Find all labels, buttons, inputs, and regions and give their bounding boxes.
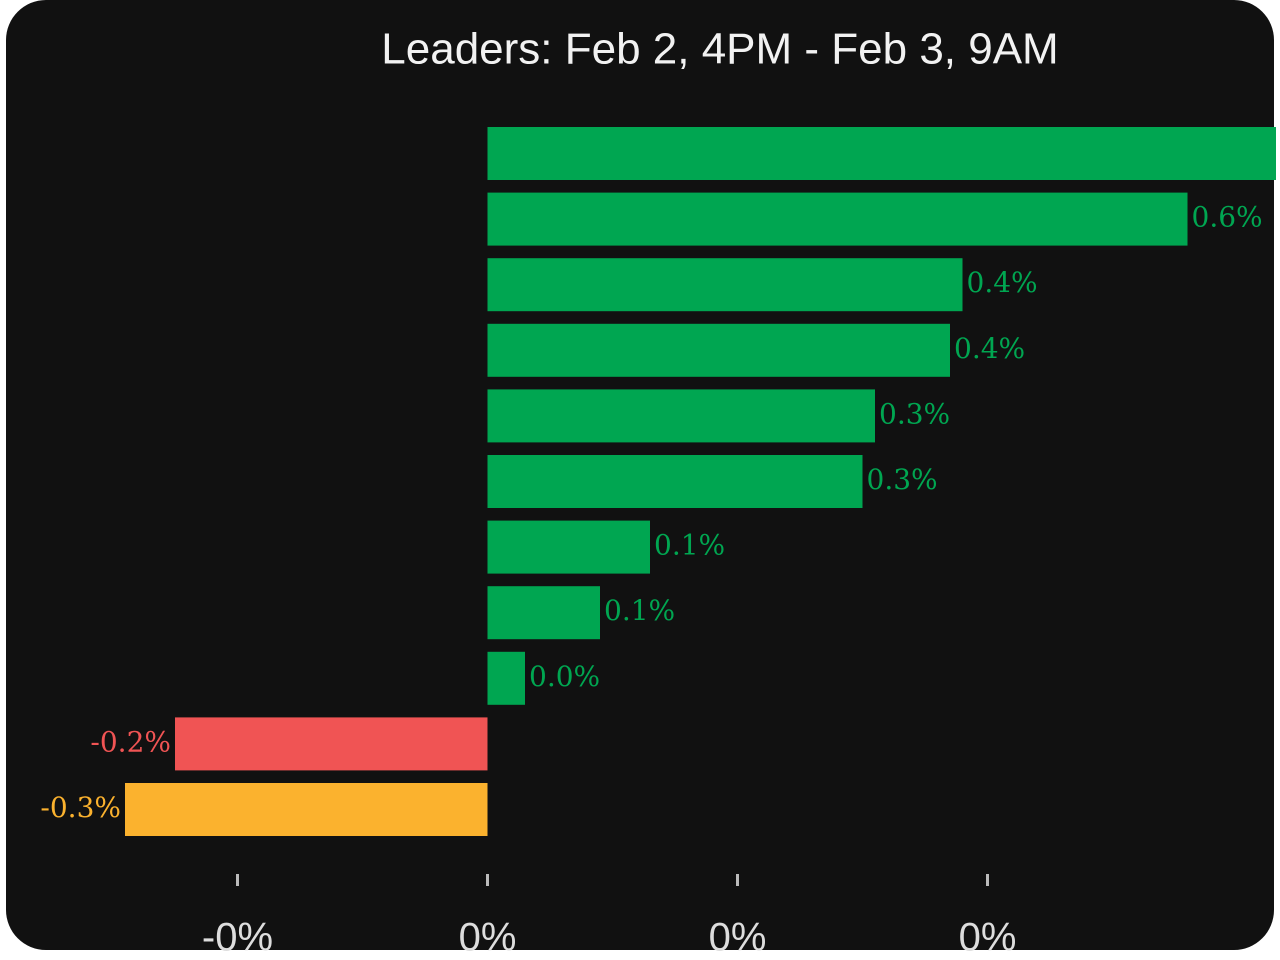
value-label: 0.0% <box>529 660 600 693</box>
x-tick-label: 0% <box>959 916 1017 960</box>
bar <box>487 455 863 508</box>
value-label: 0.1% <box>604 594 675 627</box>
bar <box>487 651 525 705</box>
bar <box>487 520 650 574</box>
bar <box>487 258 963 312</box>
value-label: 0.4% <box>967 266 1038 299</box>
value-label: 0.6% <box>1192 201 1263 234</box>
bar <box>125 783 488 836</box>
chart-title: Leaders: Feb 2, 4PM - Feb 3, 9AM <box>381 25 1058 74</box>
value-label: 0.1% <box>654 529 725 562</box>
x-tick-label: -0% <box>202 916 273 960</box>
value-label: -0.3% <box>40 791 121 824</box>
value-label: 0.3% <box>879 397 950 430</box>
value-label: -0.2% <box>90 725 171 758</box>
plot: 0.6%0.4%0.4%0.3%0.3%0.1%0.1%0.0%-0.2%-0.… <box>40 127 1276 836</box>
bar <box>487 127 1276 180</box>
bar <box>487 586 600 640</box>
x-tick-label: 0% <box>709 916 767 960</box>
value-label: 0.4% <box>954 332 1025 365</box>
bar <box>487 192 1188 246</box>
bar <box>175 717 488 771</box>
bar <box>487 389 875 443</box>
value-label: 0.3% <box>867 463 938 496</box>
x-tick-label: 0% <box>459 916 517 960</box>
bar <box>487 323 950 377</box>
